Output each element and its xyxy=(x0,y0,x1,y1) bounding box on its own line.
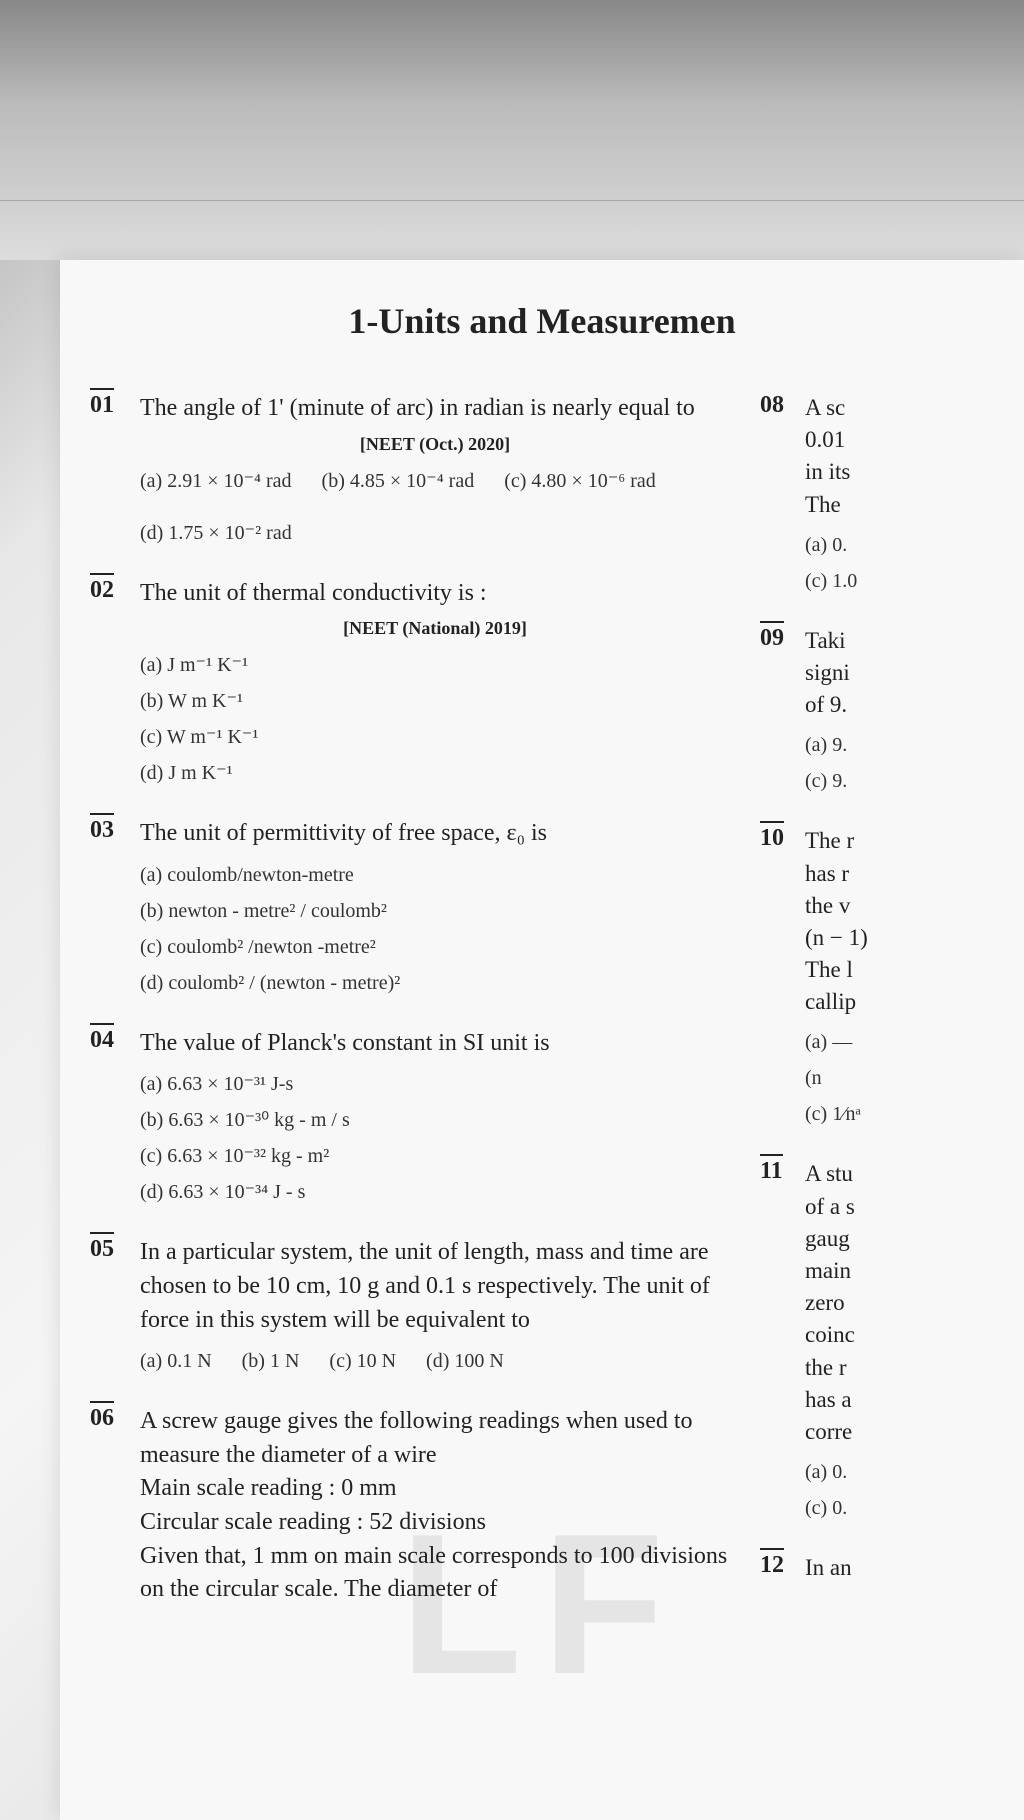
question-number: 02 xyxy=(90,577,114,604)
chapter-title: 1-Units and Measuremen xyxy=(90,300,994,342)
option-d: (d) 100 N xyxy=(426,1345,504,1377)
question-options: (a) — (n (c) 1⁄nᵃ xyxy=(805,1026,994,1130)
option-a: (a) 0. xyxy=(805,529,994,561)
question-05: 05 In a particular system, the unit of l… xyxy=(90,1236,730,1377)
option-a: (a) J m⁻¹ K⁻¹ xyxy=(140,649,730,681)
option-a: (a) 9. xyxy=(805,729,994,761)
option-a: (a) — xyxy=(805,1026,994,1058)
option-c: (c) 1⁄nᵃ xyxy=(805,1098,994,1130)
option-a: (a) 6.63 × 10⁻³¹ J-s xyxy=(140,1068,730,1100)
question-10: 10 The r has r the v (n − 1) The l calli… xyxy=(760,825,994,1130)
option-c: (c) 4.80 × 10⁻⁶ rad xyxy=(504,465,656,497)
question-options: (a) 2.91 × 10⁻⁴ rad (b) 4.85 × 10⁻⁴ rad … xyxy=(140,465,730,549)
question-text: In a particular system, the unit of leng… xyxy=(140,1236,730,1337)
option-b: (b) 6.63 × 10⁻³⁰ kg - m / s xyxy=(140,1104,730,1136)
question-options: (a) 6.63 × 10⁻³¹ J-s (b) 6.63 × 10⁻³⁰ kg… xyxy=(140,1068,730,1208)
question-number: 12 xyxy=(760,1552,784,1579)
option-a: (a) 0. xyxy=(805,1456,994,1488)
question-text: The r has r the v (n − 1) The l callip xyxy=(805,825,994,1018)
option-n: (n xyxy=(805,1062,994,1094)
question-04: 04 The value of Planck's constant in SI … xyxy=(90,1027,730,1209)
question-09: 09 Taki signi of 9. (a) 9. (c) 9. xyxy=(760,625,994,798)
page-edge-shadow xyxy=(0,0,1024,260)
option-c: (c) coulomb² /newton -metre² xyxy=(140,931,730,963)
question-options: (a) coulomb/newton-metre (b) newton - me… xyxy=(140,859,730,999)
option-c: (c) W m⁻¹ K⁻¹ xyxy=(140,721,730,753)
left-column: 01 The angle of 1' (minute of arc) in ra… xyxy=(90,392,730,1635)
question-options: (a) J m⁻¹ K⁻¹ (b) W m K⁻¹ (c) W m⁻¹ K⁻¹ … xyxy=(140,649,730,789)
question-number: 03 xyxy=(90,817,114,844)
question-text: In an xyxy=(805,1552,994,1584)
question-number: 08 xyxy=(760,392,784,419)
option-c: (c) 10 N xyxy=(329,1345,396,1377)
question-number: 04 xyxy=(90,1027,114,1054)
question-text: A stu of a s gaug main zero coinc the r … xyxy=(805,1158,994,1448)
page-content: LF 1-Units and Measuremen 01 The angle o… xyxy=(60,260,1024,1820)
question-number: 09 xyxy=(760,625,784,652)
question-text: Taki signi of 9. xyxy=(805,625,994,722)
question-number: 01 xyxy=(90,392,114,419)
question-options: (a) 0. (c) 1.0 xyxy=(805,529,994,597)
question-01: 01 The angle of 1' (minute of arc) in ra… xyxy=(90,392,730,549)
question-text: The unit of thermal conductivity is : xyxy=(140,577,730,611)
option-d: (d) J m K⁻¹ xyxy=(140,757,730,789)
question-08: 08 A sc 0.01 in its The (a) 0. (c) 1.0 xyxy=(760,392,994,597)
question-options: (a) 0. (c) 0. xyxy=(805,1456,994,1524)
option-c: (c) 6.63 × 10⁻³² kg - m² xyxy=(140,1140,730,1172)
option-c: (c) 9. xyxy=(805,765,994,797)
question-number: 10 xyxy=(760,825,784,852)
page-fold xyxy=(0,200,1024,201)
right-column: 08 A sc 0.01 in its The (a) 0. (c) 1.0 0… xyxy=(760,392,994,1635)
option-b: (b) newton - metre² / coulomb² xyxy=(140,895,730,927)
option-d: (d) 1.75 × 10⁻² rad xyxy=(140,517,292,549)
question-text: The angle of 1' (minute of arc) in radia… xyxy=(140,392,730,426)
question-number: 06 xyxy=(90,1405,114,1432)
question-06: 06 A screw gauge gives the following rea… xyxy=(90,1405,730,1607)
question-text: A sc 0.01 in its The xyxy=(805,392,994,521)
question-11: 11 A stu of a s gaug main zero coinc the… xyxy=(760,1158,994,1524)
content-columns: 01 The angle of 1' (minute of arc) in ra… xyxy=(90,392,994,1635)
question-text: The unit of permittivity of free space, … xyxy=(140,817,730,851)
question-text: The value of Planck's constant in SI uni… xyxy=(140,1027,730,1061)
question-02: 02 The unit of thermal conductivity is :… xyxy=(90,577,730,790)
option-b: (b) W m K⁻¹ xyxy=(140,685,730,717)
question-12: 12 In an xyxy=(760,1552,994,1584)
option-d: (d) 6.63 × 10⁻³⁴ J - s xyxy=(140,1176,730,1208)
option-b: (b) 4.85 × 10⁻⁴ rad xyxy=(322,465,475,497)
option-c: (c) 1.0 xyxy=(805,565,994,597)
option-d: (d) coulomb² / (newton - metre)² xyxy=(140,967,730,999)
option-b: (b) 1 N xyxy=(242,1345,300,1377)
option-a: (a) coulomb/newton-metre xyxy=(140,859,730,891)
question-number: 11 xyxy=(760,1158,783,1185)
question-text: A screw gauge gives the following readin… xyxy=(140,1405,730,1607)
option-a: (a) 0.1 N xyxy=(140,1345,212,1377)
question-options: (a) 9. (c) 9. xyxy=(805,729,994,797)
question-options: (a) 0.1 N (b) 1 N (c) 10 N (d) 100 N xyxy=(140,1345,730,1377)
option-a: (a) 2.91 × 10⁻⁴ rad xyxy=(140,465,292,497)
question-03: 03 The unit of permittivity of free spac… xyxy=(90,817,730,999)
question-source: [NEET (National) 2019] xyxy=(140,618,730,639)
question-source: [NEET (Oct.) 2020] xyxy=(140,434,730,455)
option-c: (c) 0. xyxy=(805,1492,994,1524)
question-number: 05 xyxy=(90,1236,114,1263)
